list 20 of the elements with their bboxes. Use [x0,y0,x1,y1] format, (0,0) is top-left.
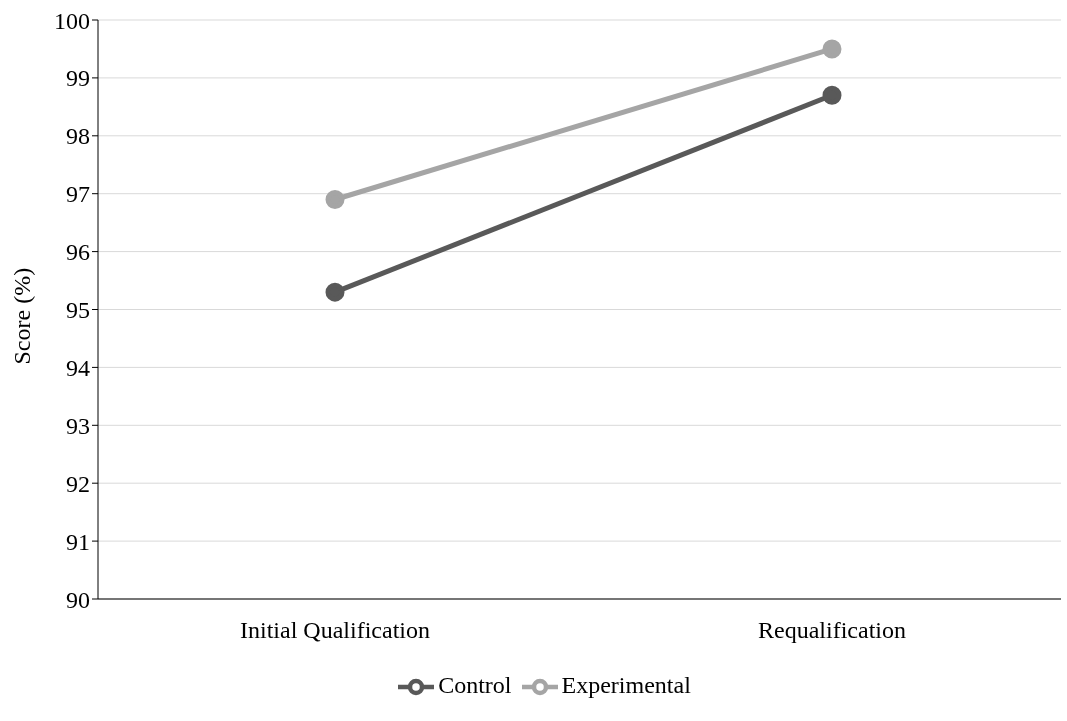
y-tick-label: 91 [66,528,90,555]
point [325,282,345,302]
y-tick-label: 95 [66,297,90,324]
y-tick-label: 96 [66,239,90,266]
y-tick-label: 90 [66,586,90,613]
legend-label: Control [438,671,512,698]
x-tick-label: Initial Qualification [240,617,430,644]
y-tick-label: 94 [66,354,90,381]
point [822,39,842,59]
y-tick-label: 92 [66,470,90,497]
y-tick-label: 93 [66,412,90,439]
point [325,189,345,209]
y-tick-label: 98 [66,123,90,150]
y-tick-label: 99 [66,65,90,92]
x-tick-label: Requalification [758,617,906,644]
point [822,85,842,105]
legend-label: Experimental [561,671,691,698]
y-tick-label: 100 [54,7,90,34]
y-axis-title: Score (%) [8,267,35,365]
y-tick-label: 97 [66,181,90,208]
